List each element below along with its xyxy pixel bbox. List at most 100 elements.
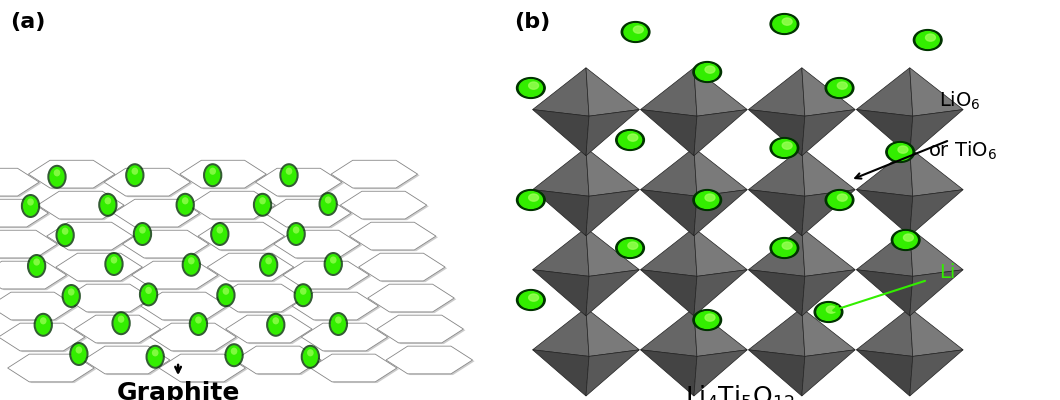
Ellipse shape	[36, 315, 51, 335]
Ellipse shape	[272, 317, 279, 324]
Polygon shape	[273, 230, 360, 258]
Polygon shape	[276, 232, 363, 259]
Ellipse shape	[330, 256, 337, 264]
Ellipse shape	[300, 288, 306, 295]
Polygon shape	[303, 324, 390, 352]
Polygon shape	[748, 110, 805, 156]
Polygon shape	[532, 190, 589, 236]
Ellipse shape	[131, 168, 138, 175]
Text: or TiO$_6$: or TiO$_6$	[928, 140, 996, 162]
Ellipse shape	[125, 163, 144, 187]
Polygon shape	[586, 308, 639, 356]
Polygon shape	[181, 162, 268, 189]
Circle shape	[695, 192, 719, 208]
Ellipse shape	[266, 313, 285, 337]
Polygon shape	[694, 308, 747, 356]
Polygon shape	[226, 315, 312, 343]
Polygon shape	[856, 190, 913, 236]
Ellipse shape	[50, 167, 65, 187]
Polygon shape	[283, 261, 369, 289]
Circle shape	[773, 140, 796, 156]
Polygon shape	[694, 148, 747, 196]
Polygon shape	[141, 292, 227, 320]
Circle shape	[770, 238, 799, 258]
Ellipse shape	[61, 228, 69, 235]
Polygon shape	[293, 292, 378, 320]
Polygon shape	[801, 190, 855, 236]
Polygon shape	[37, 191, 124, 219]
Polygon shape	[200, 224, 286, 251]
Polygon shape	[909, 350, 964, 396]
Ellipse shape	[293, 226, 299, 234]
Polygon shape	[207, 253, 294, 281]
Ellipse shape	[294, 283, 313, 307]
Circle shape	[925, 34, 935, 41]
Circle shape	[519, 292, 543, 308]
Polygon shape	[342, 192, 429, 220]
Circle shape	[817, 304, 841, 320]
Ellipse shape	[205, 165, 220, 185]
Polygon shape	[216, 284, 303, 312]
Ellipse shape	[176, 193, 195, 217]
Ellipse shape	[225, 343, 244, 367]
Ellipse shape	[210, 168, 216, 175]
Circle shape	[773, 240, 796, 256]
Ellipse shape	[231, 348, 237, 355]
Polygon shape	[586, 148, 639, 196]
Circle shape	[616, 130, 644, 150]
Circle shape	[618, 240, 641, 256]
Ellipse shape	[281, 165, 297, 185]
Circle shape	[693, 190, 722, 210]
Circle shape	[519, 192, 543, 208]
Ellipse shape	[331, 314, 346, 334]
Polygon shape	[74, 315, 161, 343]
Text: Li: Li	[939, 262, 955, 282]
Polygon shape	[0, 323, 85, 351]
Ellipse shape	[69, 342, 89, 366]
Polygon shape	[856, 110, 913, 156]
Polygon shape	[301, 323, 388, 351]
Polygon shape	[378, 316, 465, 344]
Ellipse shape	[204, 163, 223, 187]
Polygon shape	[149, 323, 236, 351]
Ellipse shape	[335, 316, 341, 324]
Polygon shape	[748, 148, 805, 196]
Polygon shape	[331, 160, 418, 188]
Circle shape	[888, 144, 912, 160]
Ellipse shape	[61, 284, 81, 308]
Ellipse shape	[57, 225, 73, 245]
Polygon shape	[586, 228, 639, 276]
Ellipse shape	[139, 282, 158, 306]
Ellipse shape	[21, 194, 40, 218]
Ellipse shape	[318, 192, 338, 216]
Polygon shape	[10, 355, 96, 383]
Text: Li$_4$Ti$_5$O$_{12}$: Li$_4$Ti$_5$O$_{12}$	[686, 384, 795, 400]
Polygon shape	[856, 308, 913, 356]
Polygon shape	[122, 230, 209, 258]
Ellipse shape	[227, 345, 242, 365]
Ellipse shape	[216, 283, 235, 307]
Circle shape	[894, 232, 917, 248]
Circle shape	[886, 142, 915, 162]
Polygon shape	[909, 228, 964, 276]
Ellipse shape	[111, 311, 130, 335]
Polygon shape	[236, 347, 323, 375]
Circle shape	[837, 82, 847, 89]
Polygon shape	[694, 350, 747, 396]
Circle shape	[898, 146, 907, 153]
Polygon shape	[191, 192, 278, 220]
Circle shape	[693, 62, 722, 82]
Text: (a): (a)	[11, 12, 46, 32]
Ellipse shape	[212, 224, 228, 244]
Polygon shape	[586, 110, 639, 156]
Polygon shape	[909, 308, 964, 356]
Circle shape	[529, 194, 538, 201]
Polygon shape	[694, 228, 747, 276]
Polygon shape	[748, 350, 805, 396]
Ellipse shape	[141, 284, 156, 304]
Polygon shape	[909, 190, 964, 236]
Ellipse shape	[105, 197, 111, 204]
Ellipse shape	[132, 222, 153, 246]
Polygon shape	[198, 222, 284, 250]
Circle shape	[705, 66, 714, 73]
